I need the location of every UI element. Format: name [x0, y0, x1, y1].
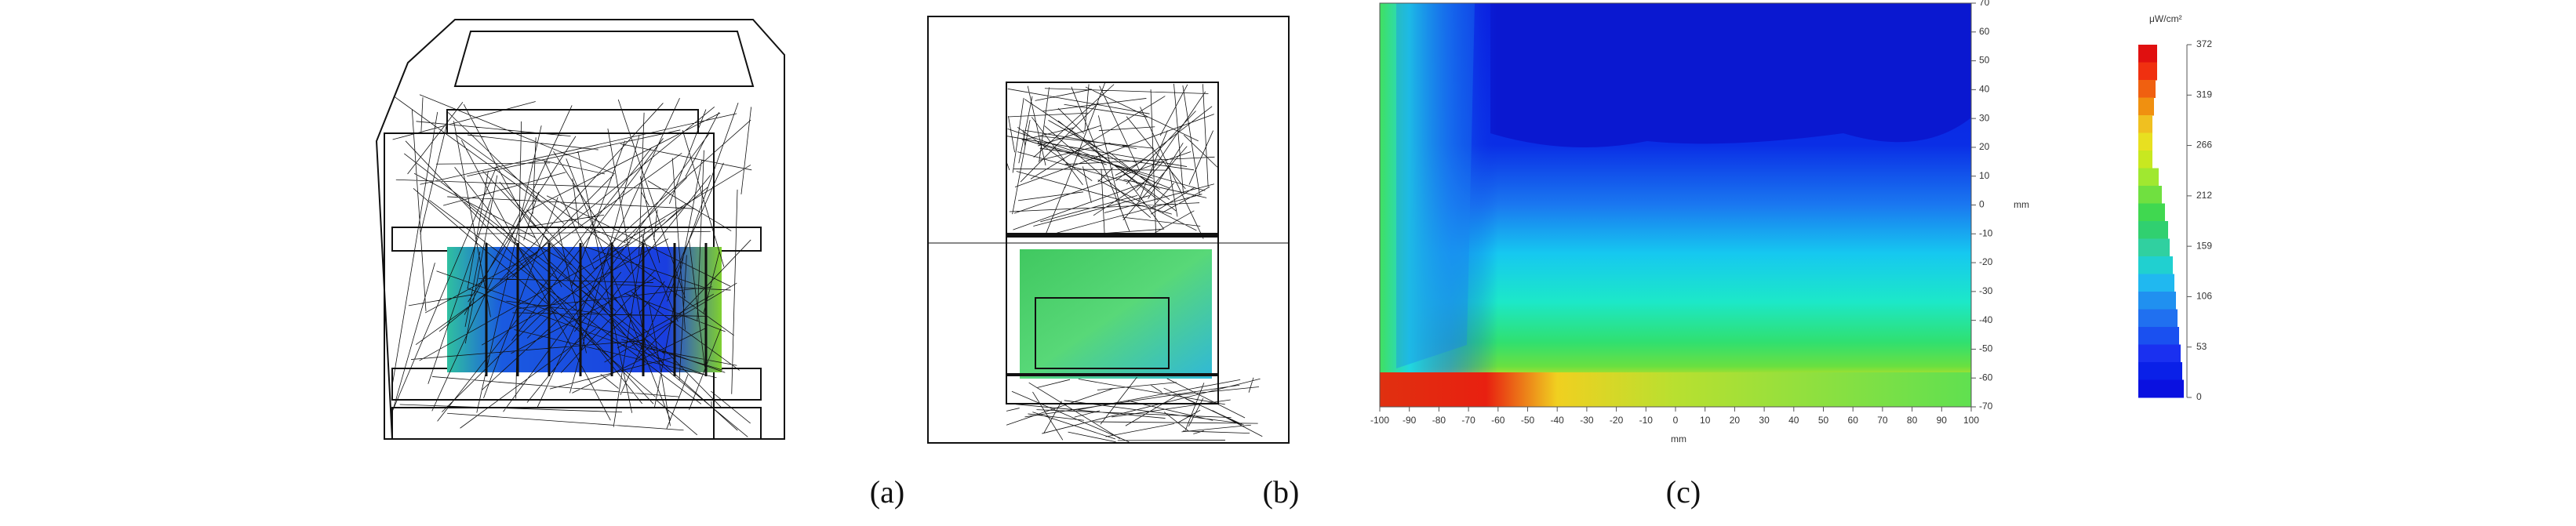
y-tick-label: -60 [1979, 372, 1993, 383]
colorbar-step [2138, 379, 2184, 398]
x-tick-label: -20 [1610, 415, 1624, 426]
colorbar-step [2138, 151, 2152, 169]
x-tick-label: -80 [1432, 415, 1446, 426]
colorbar-step [2138, 115, 2152, 133]
y-tick-label: 40 [1979, 84, 1990, 95]
colorbar-step [2138, 344, 2181, 363]
x-tick-label: 20 [1730, 415, 1741, 426]
y-tick-label: 10 [1979, 170, 1990, 181]
panel-label: (c) [1666, 474, 1701, 510]
x-tick-label: -90 [1403, 415, 1417, 426]
x-tick-label: 60 [1848, 415, 1859, 426]
x-tick-label: 40 [1788, 415, 1799, 426]
x-tick-label: 0 [1673, 415, 1679, 426]
x-tick-label: -100 [1370, 415, 1389, 426]
y-tick-label: 70 [1979, 0, 1990, 8]
colorbar: 372 319 266 212 159 106 53 0 [2138, 38, 2212, 402]
y-tick-label: 50 [1979, 55, 1990, 66]
colorbar-tick-label: 319 [2196, 89, 2212, 100]
x-tick-label: -70 [1461, 415, 1475, 426]
y-axis-label: mm [2014, 199, 2029, 210]
x-tick-label: -50 [1521, 415, 1535, 426]
colorbar-tick-label: 106 [2196, 291, 2212, 302]
colorbar-step [2138, 238, 2170, 257]
x-tick-label: 80 [1907, 415, 1918, 426]
colorbar-tick-label: 159 [2196, 240, 2212, 251]
x-tick-label: 50 [1818, 415, 1829, 426]
panel-b-frame [1006, 297, 1218, 376]
colorbar-step [2138, 274, 2174, 292]
colorbar-tick-label: 212 [2196, 190, 2212, 201]
x-tick-label: 10 [1700, 415, 1711, 426]
x-tick-label: -10 [1639, 415, 1654, 426]
y-tick-label: -50 [1979, 343, 1993, 354]
ray [391, 94, 752, 437]
colorbar-step [2138, 80, 2156, 98]
panel-b-render [927, 16, 1290, 444]
colorbar-step [2138, 309, 2178, 328]
y-tick-label: 0 [1979, 199, 1985, 210]
colorbar-step [2138, 256, 2173, 274]
panel-label: (b) [1263, 474, 1300, 510]
x-tick-label: -40 [1551, 415, 1565, 426]
colorbar-tick-label: 0 [2196, 391, 2202, 402]
x-tick-label: -30 [1580, 415, 1594, 426]
ray [1006, 376, 1263, 443]
y-tick-label: 60 [1979, 26, 1990, 37]
colorbar-step [2138, 45, 2157, 63]
colorbar-unit: μW/cm² [2149, 13, 2182, 24]
colorbar-step [2138, 362, 2182, 380]
x-tick-label: 90 [1937, 415, 1948, 426]
colorbar-step [2138, 221, 2168, 239]
x-tick-label: 100 [1963, 415, 1979, 426]
ray [1006, 82, 1218, 239]
colorbar-tick-label: 372 [2196, 38, 2212, 49]
x-tick-label: 30 [1759, 415, 1770, 426]
y-tick-label: -40 [1979, 314, 1993, 325]
y-tick-label: -10 [1979, 227, 1993, 238]
colorbar-step [2138, 292, 2176, 310]
x-tick-label: 70 [1877, 415, 1888, 426]
colorbar-tick-label: 266 [2196, 140, 2212, 151]
panel-label: (a) [870, 474, 904, 510]
y-tick-label: 20 [1979, 141, 1990, 152]
colorbar-tick-label: 53 [2196, 341, 2207, 352]
x-tick-label: -60 [1491, 415, 1505, 426]
colorbar-step [2138, 97, 2154, 116]
x-axis-label: mm [1671, 433, 1686, 444]
colorbar-step [2138, 168, 2159, 187]
colorbar-step [2138, 62, 2157, 81]
y-tick-label: 30 [1979, 112, 1990, 123]
colorbar-step [2138, 203, 2165, 222]
panel-a-rays [391, 94, 752, 437]
panel-b-rays [1006, 82, 1263, 443]
colorbar-step [2138, 186, 2162, 204]
heatmap [1379, 2, 1972, 408]
y-tick-label: -30 [1979, 285, 1993, 296]
panel-b-irradiance [1020, 249, 1212, 379]
y-tick-label: -70 [1979, 401, 1993, 412]
colorbar-step [2138, 132, 2152, 151]
colorbar-step [2138, 327, 2179, 345]
y-tick-label: -20 [1979, 256, 1993, 267]
